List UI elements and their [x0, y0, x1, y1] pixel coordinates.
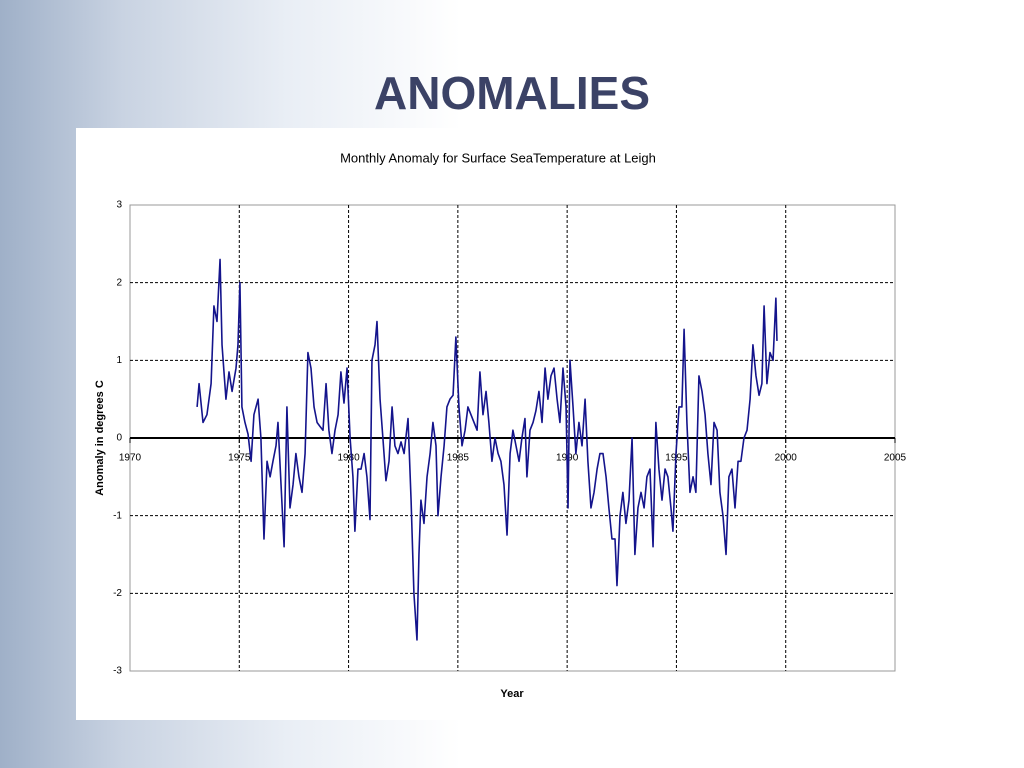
- chart-title: Monthly Anomaly for Surface SeaTemperatu…: [340, 150, 656, 165]
- x-tick-label: 2000: [775, 453, 798, 464]
- y-tick-label: 3: [116, 200, 122, 211]
- x-axis-label: Year: [500, 688, 524, 700]
- slide-title: ANOMALIES: [374, 67, 650, 119]
- y-tick-label: -3: [113, 666, 122, 677]
- y-tick-label: -1: [113, 510, 122, 521]
- x-tick-label: 2005: [884, 453, 907, 464]
- x-tick-label: 1975: [228, 453, 251, 464]
- chart-panel: [76, 128, 1024, 720]
- x-tick-label: 1995: [665, 453, 688, 464]
- y-tick-label: 0: [116, 433, 122, 444]
- x-tick-label: 1980: [337, 453, 360, 464]
- x-tick-label: 1970: [119, 453, 142, 464]
- y-axis-label: Anomaly in degrees C: [94, 380, 106, 496]
- y-tick-label: 1: [116, 355, 122, 366]
- y-tick-label: -2: [113, 588, 122, 599]
- data-line: [196, 258, 778, 641]
- y-tick-label: 2: [116, 277, 122, 288]
- x-tick-label: 1985: [447, 453, 470, 464]
